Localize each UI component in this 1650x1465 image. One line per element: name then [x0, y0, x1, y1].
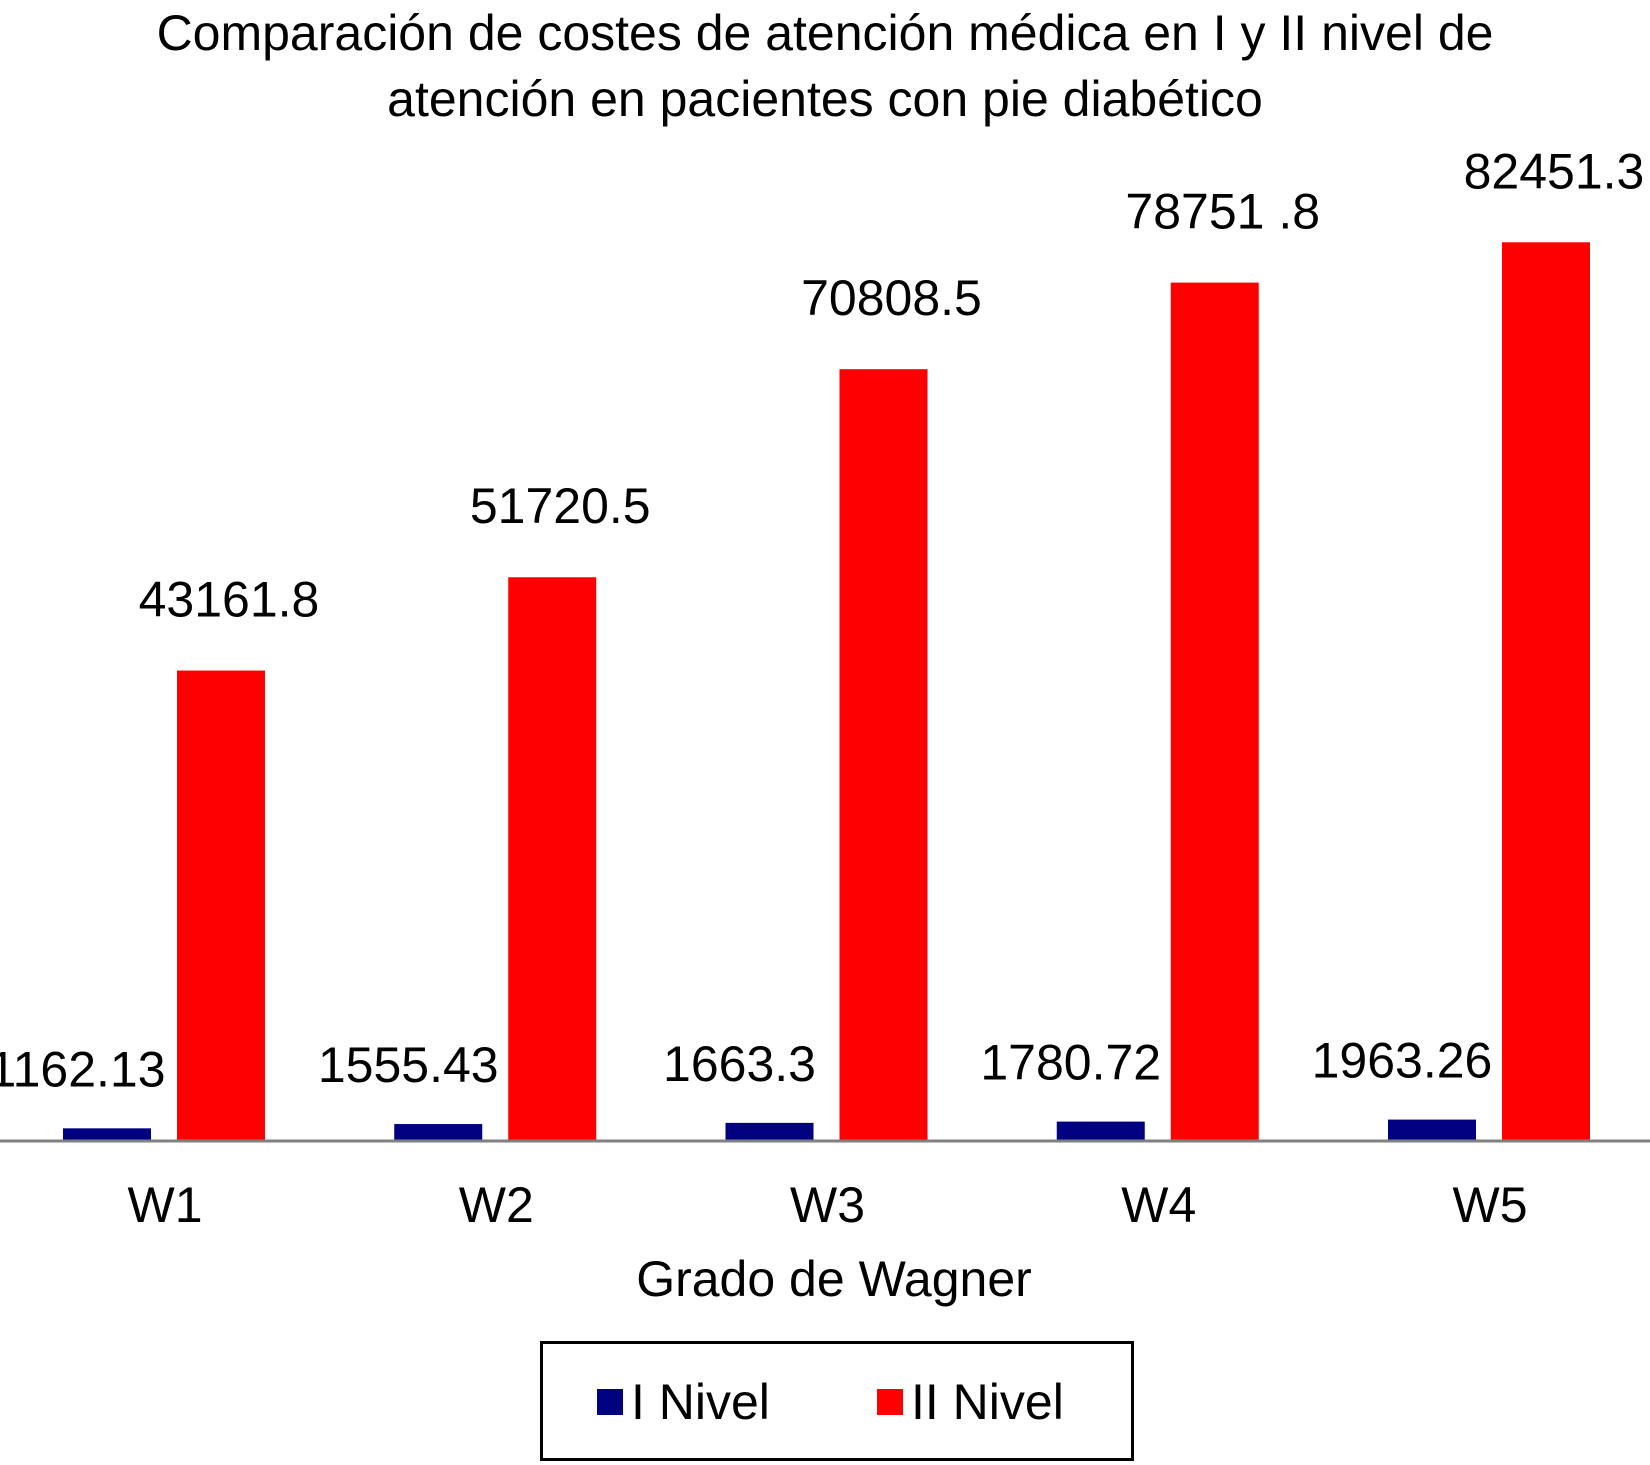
x-tick-label-w3: W3 — [790, 1177, 865, 1233]
x-tick-label-w1: W1 — [128, 1177, 203, 1233]
data-label-i-nivel-w2: 1555.43 — [318, 1037, 499, 1093]
bar-ii-nivel-w3 — [839, 369, 928, 1141]
legend-swatch-ii-nivel — [877, 1389, 903, 1415]
x-tick-label-w2: W2 — [459, 1177, 534, 1233]
bar-i-nivel-w4 — [1056, 1121, 1145, 1141]
x-tick-labels-group: W1 W2 W3 W4 W5 — [128, 1177, 1528, 1233]
chart-title-line-2: atención en pacientes con pie diabético — [387, 71, 1263, 127]
data-label-i-nivel-w3: 1663.3 — [663, 1036, 816, 1092]
data-label-ii-nivel-w1: 43161.8 — [139, 572, 320, 628]
chart-title-line-1: Comparación de costes de atención médica… — [156, 5, 1494, 61]
bar-i-nivel-w5 — [1388, 1119, 1476, 1141]
legend-item-i-nivel: I Nivel — [597, 1372, 770, 1432]
data-label-ii-nivel-w3: 70808.5 — [801, 270, 982, 326]
bar-i-nivel-w3 — [725, 1122, 814, 1141]
data-label-ii-nivel-w5: 82451.3 — [1464, 143, 1645, 199]
legend-swatch-i-nivel — [597, 1389, 623, 1415]
data-label-i-nivel-w4: 1780.72 — [980, 1035, 1161, 1091]
bar-ii-nivel-w5 — [1502, 242, 1590, 1141]
data-label-i-nivel-w1: 1162.13 — [0, 1041, 166, 1097]
x-tick-label-w4: W4 — [1121, 1177, 1196, 1233]
legend: I Nivel II Nivel — [540, 1341, 1134, 1461]
legend-label-i-nivel: I Nivel — [631, 1374, 770, 1430]
data-label-i-nivel-w5: 1963.26 — [1312, 1033, 1493, 1089]
legend-label-ii-nivel: II Nivel — [911, 1374, 1064, 1430]
bar-chart: 1162.13 43161.8 1555.43 51720.5 1663.3 70808.… — [0, 143, 1650, 1307]
chart-title: Comparación de costes de atención médica… — [0, 0, 1650, 132]
bar-ii-nivel-w2 — [508, 577, 597, 1141]
x-tick-label-w5: W5 — [1453, 1177, 1528, 1233]
bar-ii-nivel-w4 — [1170, 282, 1259, 1142]
bars-group — [63, 242, 1590, 1142]
bar-i-nivel-w2 — [394, 1124, 483, 1141]
bar-i-nivel-w1 — [63, 1128, 151, 1141]
data-labels-group: 1162.13 43161.8 1555.43 51720.5 1663.3 70808.… — [0, 143, 1644, 1097]
x-axis-title: Grado de Wagner — [636, 1251, 1032, 1307]
data-label-ii-nivel-w4: 78751 .8 — [1125, 184, 1320, 240]
data-label-ii-nivel-w2: 51720.5 — [470, 478, 651, 534]
bar-ii-nivel-w1 — [177, 670, 265, 1141]
legend-item-ii-nivel: II Nivel — [877, 1372, 1064, 1432]
